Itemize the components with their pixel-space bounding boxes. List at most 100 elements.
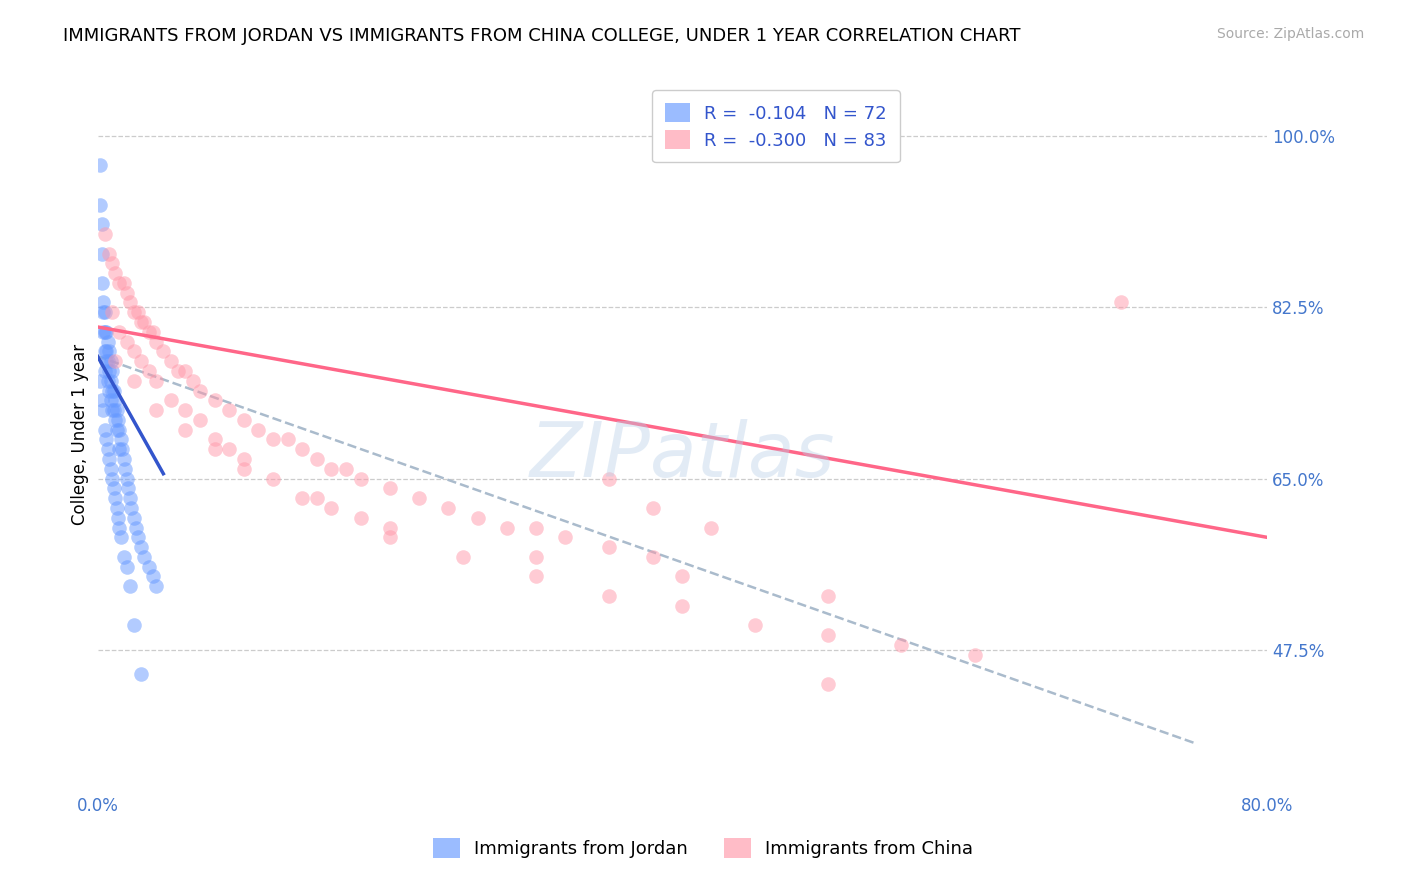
Point <box>94 423 117 437</box>
Point <box>247 423 270 437</box>
Point <box>96 325 118 339</box>
Point <box>277 433 299 447</box>
Point <box>91 393 114 408</box>
Point <box>91 276 114 290</box>
Point <box>93 325 115 339</box>
Point <box>103 403 125 417</box>
Point <box>115 472 138 486</box>
Point <box>108 423 131 437</box>
Point <box>128 530 150 544</box>
Point <box>378 482 401 496</box>
Point <box>122 305 145 319</box>
Point <box>145 334 167 349</box>
Point <box>131 315 153 329</box>
Point <box>134 315 156 329</box>
Point <box>112 452 135 467</box>
Point <box>134 549 156 564</box>
Point <box>122 618 145 632</box>
Point <box>188 384 211 398</box>
Point <box>112 549 135 564</box>
Point <box>744 618 766 632</box>
Point <box>152 344 174 359</box>
Point <box>378 520 401 534</box>
Point <box>451 549 474 564</box>
Point <box>118 295 141 310</box>
Text: ZIPatlas: ZIPatlas <box>530 419 835 493</box>
Point <box>167 364 190 378</box>
Point <box>96 354 118 368</box>
Point <box>122 510 145 524</box>
Point <box>817 677 839 691</box>
Point <box>291 491 314 505</box>
Point <box>963 648 986 662</box>
Point <box>1109 295 1132 310</box>
Point <box>101 384 124 398</box>
Point <box>111 442 134 457</box>
Point <box>108 520 131 534</box>
Point <box>890 638 912 652</box>
Point <box>96 433 118 447</box>
Point <box>437 500 460 515</box>
Point <box>262 472 284 486</box>
Legend: Immigrants from Jordan, Immigrants from China: Immigrants from Jordan, Immigrants from … <box>423 829 983 867</box>
Point <box>817 589 839 603</box>
Point <box>467 510 489 524</box>
Point <box>108 442 131 457</box>
Point <box>145 579 167 593</box>
Point <box>97 442 120 457</box>
Point <box>101 472 124 486</box>
Point <box>103 384 125 398</box>
Point <box>122 374 145 388</box>
Point <box>110 433 132 447</box>
Text: IMMIGRANTS FROM JORDAN VS IMMIGRANTS FROM CHINA COLLEGE, UNDER 1 YEAR CORRELATIO: IMMIGRANTS FROM JORDAN VS IMMIGRANTS FRO… <box>63 27 1021 45</box>
Point <box>305 452 328 467</box>
Point <box>181 374 204 388</box>
Point <box>94 227 117 241</box>
Point <box>159 393 181 408</box>
Point <box>118 579 141 593</box>
Point <box>495 520 517 534</box>
Point <box>104 491 127 505</box>
Point <box>232 413 254 427</box>
Point <box>101 305 124 319</box>
Point <box>174 364 197 378</box>
Point <box>98 384 121 398</box>
Point <box>128 305 150 319</box>
Point <box>174 423 197 437</box>
Point <box>98 344 121 359</box>
Legend: R =  -0.104   N = 72, R =  -0.300   N = 83: R = -0.104 N = 72, R = -0.300 N = 83 <box>652 90 900 162</box>
Point <box>145 403 167 417</box>
Point <box>524 520 547 534</box>
Point <box>98 364 121 378</box>
Point <box>101 403 124 417</box>
Point <box>105 500 128 515</box>
Point <box>524 569 547 583</box>
Point <box>97 334 120 349</box>
Y-axis label: College, Under 1 year: College, Under 1 year <box>72 344 89 525</box>
Point <box>114 462 136 476</box>
Point <box>112 276 135 290</box>
Point <box>117 482 139 496</box>
Point <box>305 491 328 505</box>
Point <box>641 549 664 564</box>
Point <box>142 569 165 583</box>
Point <box>138 325 160 339</box>
Point <box>105 403 128 417</box>
Point <box>174 403 197 417</box>
Point <box>110 530 132 544</box>
Point <box>94 305 117 319</box>
Point <box>131 540 153 554</box>
Point <box>97 374 120 388</box>
Point <box>101 364 124 378</box>
Point <box>350 510 373 524</box>
Point <box>700 520 723 534</box>
Point <box>93 295 115 310</box>
Point <box>100 393 122 408</box>
Point <box>641 500 664 515</box>
Point <box>91 246 114 260</box>
Point <box>94 364 117 378</box>
Point <box>104 413 127 427</box>
Point <box>108 276 131 290</box>
Point <box>108 325 131 339</box>
Point <box>94 325 117 339</box>
